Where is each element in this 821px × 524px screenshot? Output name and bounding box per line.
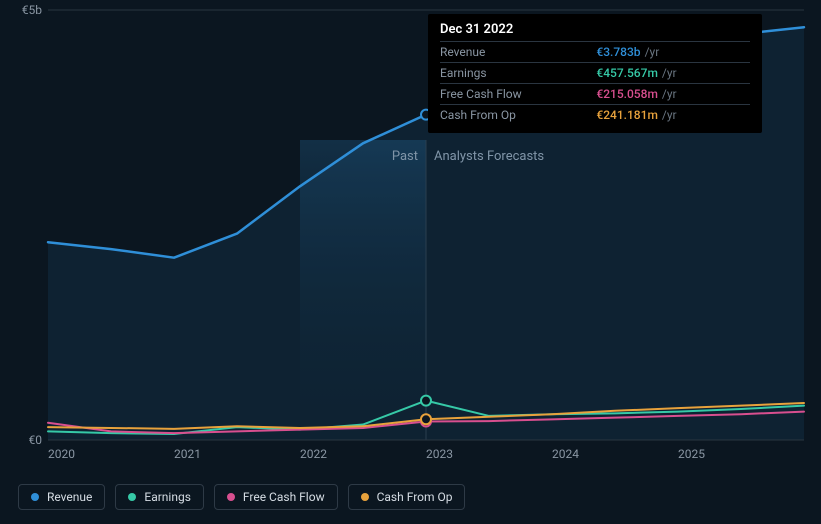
tooltip-row-value: €241.181m/yr bbox=[596, 105, 750, 126]
tooltip-row-value: €3.783b/yr bbox=[596, 42, 750, 63]
legend-dot-icon bbox=[128, 493, 136, 501]
chart-legend: Revenue Earnings Free Cash Flow Cash From O… bbox=[18, 484, 465, 510]
legend-item-label: Revenue bbox=[47, 490, 92, 504]
svg-text:2022: 2022 bbox=[300, 447, 327, 461]
legend-dot-icon bbox=[31, 493, 39, 501]
svg-text:2024: 2024 bbox=[552, 447, 579, 461]
tooltip-row: Earnings€457.567m/yr bbox=[440, 63, 750, 84]
legend-item-fcf[interactable]: Free Cash Flow bbox=[214, 484, 338, 510]
legend-item-revenue[interactable]: Revenue bbox=[18, 484, 105, 510]
tooltip-row-label: Earnings bbox=[440, 63, 596, 84]
tooltip-row-value: €215.058m/yr bbox=[596, 84, 750, 105]
chart-tooltip: Dec 31 2022 Revenue€3.783b/yrEarnings€45… bbox=[428, 14, 762, 133]
legend-dot-icon bbox=[227, 493, 235, 501]
svg-text:€5b: €5b bbox=[22, 3, 42, 17]
tooltip-row: Cash From Op€241.181m/yr bbox=[440, 105, 750, 126]
svg-text:2025: 2025 bbox=[678, 447, 705, 461]
tooltip-row: Free Cash Flow€215.058m/yr bbox=[440, 84, 750, 105]
legend-dot-icon bbox=[361, 493, 369, 501]
legend-item-label: Cash From Op bbox=[377, 490, 453, 504]
tooltip-row-label: Free Cash Flow bbox=[440, 84, 596, 105]
legend-item-earnings[interactable]: Earnings bbox=[115, 484, 204, 510]
legend-item-cfo[interactable]: Cash From Op bbox=[348, 484, 466, 510]
tooltip-title: Dec 31 2022 bbox=[440, 22, 750, 37]
svg-text:2023: 2023 bbox=[426, 447, 453, 461]
legend-item-label: Free Cash Flow bbox=[243, 490, 325, 504]
tooltip-row-value: €457.567m/yr bbox=[596, 63, 750, 84]
tooltip-row-label: Revenue bbox=[440, 42, 596, 63]
svg-text:2021: 2021 bbox=[174, 447, 201, 461]
svg-text:€0: €0 bbox=[29, 433, 43, 447]
tooltip-row: Revenue€3.783b/yr bbox=[440, 42, 750, 63]
tooltip-table: Revenue€3.783b/yrEarnings€457.567m/yrFre… bbox=[440, 41, 750, 125]
legend-item-label: Earnings bbox=[144, 490, 191, 504]
tooltip-row-label: Cash From Op bbox=[440, 105, 596, 126]
financials-chart: €0€5bPastAnalysts Forecasts2020202120222… bbox=[0, 0, 821, 524]
svg-text:2020: 2020 bbox=[48, 447, 75, 461]
